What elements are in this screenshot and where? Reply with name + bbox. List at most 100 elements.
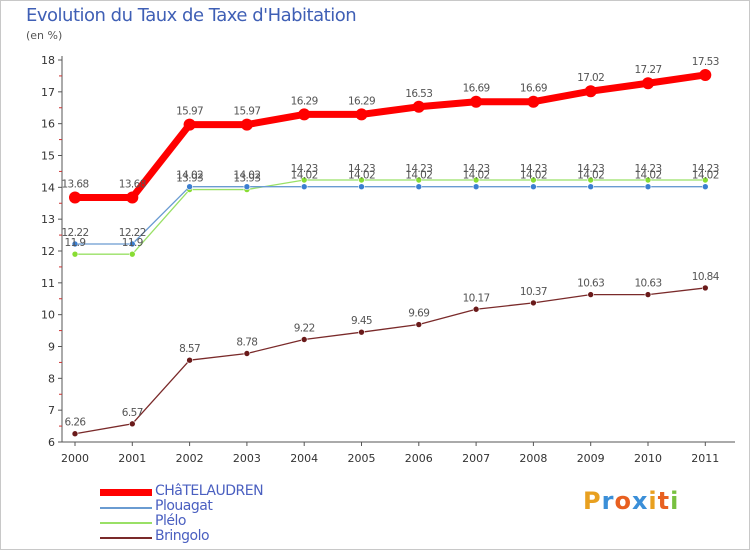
data-label: 8.78 bbox=[236, 337, 257, 349]
data-point bbox=[472, 183, 480, 190]
data-point bbox=[644, 176, 652, 184]
y-tick-label: 12 bbox=[41, 245, 55, 258]
data-point bbox=[300, 183, 308, 190]
y-tick-label: 13 bbox=[41, 213, 55, 226]
data-label: 15.97 bbox=[176, 106, 203, 118]
y-tick-label: 15 bbox=[41, 150, 55, 163]
data-label: 16.69 bbox=[463, 83, 490, 95]
data-point bbox=[415, 176, 423, 184]
data-point bbox=[587, 176, 595, 184]
y-tick-label: 10 bbox=[41, 309, 55, 322]
data-point bbox=[587, 291, 595, 298]
x-tick-label: 2004 bbox=[290, 452, 318, 465]
chart-title: Evolution du Taux de Taxe d'Habitation bbox=[26, 5, 357, 26]
data-label: 14.23 bbox=[348, 163, 375, 175]
data-label: 14.02 bbox=[634, 170, 661, 182]
data-point bbox=[472, 176, 480, 184]
data-point bbox=[530, 183, 537, 190]
legend-swatch bbox=[100, 507, 152, 509]
data-label: 17.02 bbox=[577, 72, 604, 84]
data-label: 14.02 bbox=[463, 170, 490, 182]
data-point bbox=[126, 191, 139, 204]
legend-swatch bbox=[100, 489, 152, 496]
data-point bbox=[472, 305, 480, 313]
data-label: 16.29 bbox=[291, 95, 318, 107]
y-tick-label: 11 bbox=[41, 277, 55, 290]
legend-label: Plélo bbox=[155, 513, 186, 529]
legend-item-bringolo: Bringolo bbox=[100, 528, 350, 545]
data-point bbox=[71, 240, 79, 248]
data-label: 10.63 bbox=[577, 278, 604, 290]
data-point bbox=[530, 299, 537, 307]
data-point bbox=[129, 420, 136, 428]
legend-swatch bbox=[100, 537, 152, 539]
data-label: 14.23 bbox=[291, 163, 318, 175]
data-label: 14.23 bbox=[405, 163, 432, 175]
data-point bbox=[587, 183, 595, 190]
logo-letter: x bbox=[631, 487, 649, 515]
x-tick-label: 2006 bbox=[405, 452, 433, 465]
series-line bbox=[75, 179, 706, 255]
legend-item-plelo: Plélo bbox=[100, 513, 350, 530]
data-label: 14.02 bbox=[520, 170, 547, 182]
data-label: 14.02 bbox=[405, 170, 432, 182]
data-label: 14.23 bbox=[520, 163, 547, 175]
logo-letter: i bbox=[648, 487, 658, 515]
data-label: 10.84 bbox=[692, 271, 720, 283]
data-label: 10.17 bbox=[463, 292, 490, 304]
unit-label: (en %) bbox=[26, 29, 63, 42]
data-label: 8.57 bbox=[179, 343, 200, 355]
data-point bbox=[355, 108, 368, 121]
data-point bbox=[186, 356, 193, 364]
data-label: 11.9 bbox=[122, 237, 143, 249]
plot-area bbox=[62, 56, 735, 442]
logo-letter: P bbox=[583, 487, 602, 515]
y-tick-label: 17 bbox=[41, 86, 55, 99]
x-tick-label: 2005 bbox=[348, 452, 376, 465]
data-label: 12.22 bbox=[119, 227, 146, 239]
data-label: 17.53 bbox=[692, 56, 719, 68]
legend-item-plouagat: Plouagat bbox=[100, 498, 350, 515]
data-point bbox=[530, 176, 537, 184]
data-point bbox=[644, 291, 652, 298]
data-point bbox=[186, 183, 193, 190]
data-label: 9.69 bbox=[408, 308, 429, 320]
data-point bbox=[240, 118, 253, 131]
data-label: 16.29 bbox=[348, 95, 375, 107]
data-point bbox=[415, 321, 423, 328]
legend-label: Plouagat bbox=[155, 498, 213, 514]
series-line bbox=[75, 71, 706, 202]
data-point bbox=[412, 100, 425, 113]
logo-letter: r bbox=[601, 487, 615, 515]
data-label: 16.69 bbox=[520, 83, 547, 95]
legend: CHâTELAUDREN Plouagat Plélo Bringolo bbox=[100, 483, 350, 545]
data-label: 16.53 bbox=[405, 88, 432, 100]
logo-letter: o bbox=[614, 487, 632, 515]
data-label: 10.63 bbox=[634, 278, 661, 290]
y-tick-label: 9 bbox=[48, 341, 55, 354]
y-tick-label: 14 bbox=[41, 181, 55, 194]
data-point bbox=[358, 328, 365, 336]
logo-letter: t bbox=[657, 487, 671, 515]
series-line bbox=[74, 287, 706, 435]
x-tick-label: 2007 bbox=[462, 452, 490, 465]
y-tick-label: 7 bbox=[48, 404, 55, 417]
data-point bbox=[300, 336, 308, 343]
data-label: 13.93 bbox=[176, 173, 203, 185]
data-label: 14.23 bbox=[463, 163, 490, 175]
legend-label: CHâTELAUDREN bbox=[155, 483, 264, 499]
y-tick-label: 8 bbox=[48, 372, 55, 385]
data-point bbox=[415, 183, 423, 190]
legend-swatch bbox=[100, 522, 152, 524]
data-label: 17.27 bbox=[634, 64, 661, 76]
proxiti-logo: Proxiti bbox=[583, 487, 679, 515]
data-label: 14.23 bbox=[692, 163, 719, 175]
data-label: 15.97 bbox=[233, 106, 260, 118]
data-point bbox=[71, 430, 79, 438]
data-point bbox=[243, 183, 251, 190]
logo-letter: i bbox=[670, 487, 680, 515]
y-tick-label: 16 bbox=[41, 118, 55, 131]
data-point bbox=[129, 250, 136, 258]
data-label: 11.9 bbox=[65, 237, 86, 249]
